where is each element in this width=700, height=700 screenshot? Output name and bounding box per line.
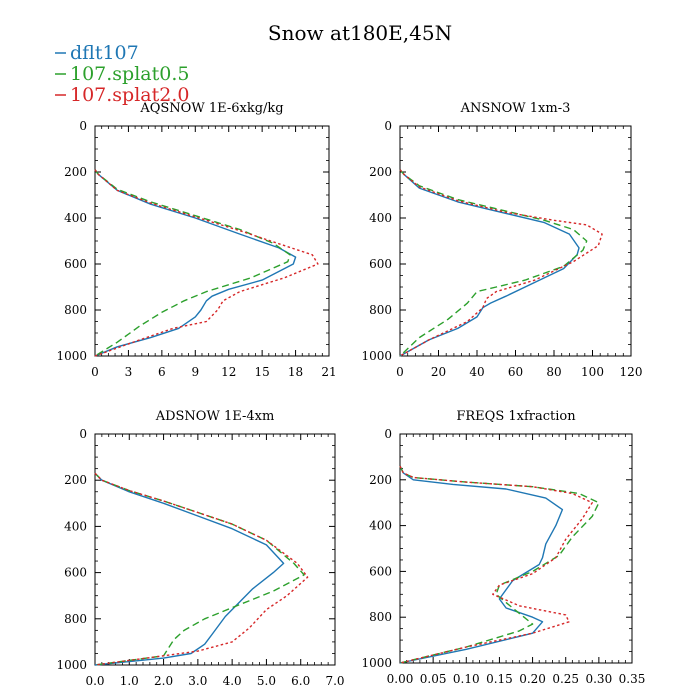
- series-line: [94, 169, 319, 357]
- legend-label: 107.splat2.0: [70, 84, 189, 106]
- series-line: [399, 169, 588, 357]
- chart-panel: ANSNOW 1xm-3 0 20 40 60 80 100 120 0 200 400 600 800…: [361, 101, 642, 379]
- x-tick-label: 0.35: [619, 672, 646, 686]
- plot-frame: [399, 433, 633, 664]
- panels: AQSNOW 1E-6xkg/kg0 3 6 9 12 15 18 2102004006008…: [56, 101, 645, 688]
- panel-title: ANSNOW 1xm-3: [460, 101, 571, 116]
- y-tick-label: 600: [64, 566, 87, 580]
- y-tick-label: 800: [64, 612, 87, 626]
- series-line: [399, 465, 593, 664]
- series-line: [399, 169, 580, 357]
- x-tick-label: 80: [546, 365, 561, 379]
- x-tick-label: 100: [581, 365, 604, 379]
- y-tick-label: 200: [64, 473, 87, 487]
- panel-title: FREQS 1xfraction: [456, 409, 576, 424]
- y-tick-label: 600: [64, 257, 87, 271]
- y-tick-label: 200: [64, 165, 87, 179]
- y-tick-label: 400: [64, 519, 87, 533]
- y-tick-label: 1000: [361, 349, 392, 363]
- x-tick-label: 1.0: [120, 674, 139, 688]
- x-tick-label: 40: [469, 365, 484, 379]
- figure-title: Snow at180E,45N: [268, 21, 452, 45]
- y-tick-label: 600: [369, 564, 392, 578]
- y-tick-label: 0: [79, 427, 87, 441]
- x-tick-label: 0.15: [486, 672, 513, 686]
- x-tick-label: 0.05: [420, 672, 447, 686]
- x-tick-label: 60: [508, 365, 523, 379]
- y-tick-label: 400: [369, 519, 392, 533]
- series-line: [399, 169, 603, 357]
- chart-panel: AQSNOW 1E-6xkg/kg 0 3 6 9 12 15 18 21 0 200 400 600 8…: [56, 101, 336, 379]
- y-tick-label: 200: [369, 165, 392, 179]
- chart-panel: FREQS 1xfraction 0.00 0.05 0.10 0.15 0.20 0.25…: [361, 409, 645, 686]
- x-tick-label: 6.0: [291, 674, 310, 688]
- x-tick-label: 18: [288, 365, 303, 379]
- x-tick-label: 0.0: [85, 674, 104, 688]
- x-tick-label: 6: [158, 365, 166, 379]
- y-tick-label: 1000: [361, 656, 392, 670]
- series-line: [399, 465, 564, 664]
- plot-frame: [94, 125, 330, 357]
- y-tick-label: 0: [79, 119, 87, 133]
- x-tick-label: 20: [431, 365, 446, 379]
- y-tick-label: 1000: [56, 349, 87, 363]
- y-tick-label: 400: [64, 211, 87, 225]
- x-tick-label: 0.25: [552, 672, 579, 686]
- plot-frame: [399, 125, 632, 357]
- x-tick-label: 0.20: [519, 672, 546, 686]
- series-line: [94, 169, 297, 357]
- x-tick-label: 0.10: [453, 672, 480, 686]
- series-line: [94, 169, 291, 357]
- y-tick-label: 800: [369, 303, 392, 317]
- y-tick-label: 800: [369, 610, 392, 624]
- y-tick-label: 0: [384, 427, 392, 441]
- x-tick-label: 0.30: [585, 672, 612, 686]
- y-tick-label: 200: [369, 473, 392, 487]
- x-tick-label: 120: [620, 365, 643, 379]
- x-tick-label: 12: [221, 365, 236, 379]
- y-tick-label: 400: [369, 211, 392, 225]
- legend-label: 107.splat0.5: [70, 63, 189, 85]
- x-tick-label: 15: [255, 365, 270, 379]
- panel-title: AQSNOW 1E-6xkg/kg: [139, 101, 283, 116]
- x-tick-label: 0: [396, 365, 404, 379]
- x-tick-label: 3: [125, 365, 133, 379]
- y-tick-label: 0: [384, 119, 392, 133]
- legend-label: dflt107: [70, 42, 139, 64]
- x-tick-label: 0: [91, 365, 99, 379]
- x-tick-label: 9: [191, 365, 199, 379]
- series-line: [94, 472, 285, 666]
- series-line: [399, 465, 600, 664]
- y-tick-label: 800: [64, 303, 87, 317]
- x-tick-label: 5.0: [257, 674, 276, 688]
- series-line: [94, 472, 305, 666]
- chart-panel: ADSNOW 1E-4xm 0.0 1.0 2.0 3.0 4.0 5.0 6.0 7.0 0 20…: [56, 409, 344, 688]
- x-tick-label: 0.00: [387, 672, 414, 686]
- y-tick-label: 600: [369, 257, 392, 271]
- x-tick-label: 7.0: [325, 674, 344, 688]
- panel-title: ADSNOW 1E-4xm: [155, 409, 275, 424]
- x-tick-label: 21: [321, 365, 336, 379]
- y-tick-label: 1000: [56, 658, 87, 672]
- x-tick-label: 2.0: [154, 674, 173, 688]
- x-tick-label: 3.0: [188, 674, 207, 688]
- series-line: [94, 472, 309, 666]
- x-tick-label: 4.0: [223, 674, 242, 688]
